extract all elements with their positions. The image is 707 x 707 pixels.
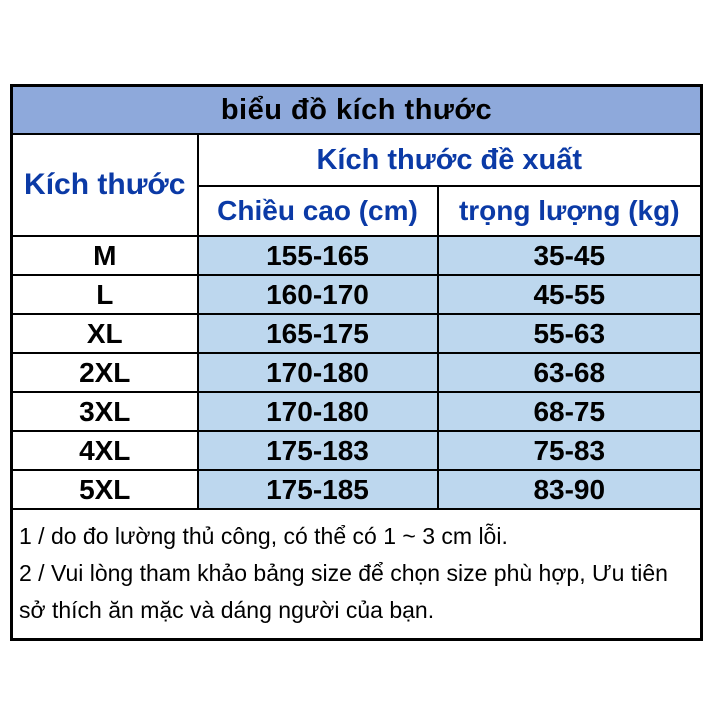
weight-value: 63-68 bbox=[436, 352, 703, 393]
size-label: 3XL bbox=[10, 391, 199, 432]
table-row-4xl: 4XL 175-183 75-83 bbox=[10, 430, 703, 471]
table-row-xl: XL 165-175 55-63 bbox=[10, 313, 703, 354]
size-label: XL bbox=[10, 313, 199, 354]
size-column-header: Kích thước bbox=[10, 133, 199, 237]
size-label: M bbox=[10, 235, 199, 276]
weight-value: 83-90 bbox=[436, 469, 703, 510]
weight-value: 68-75 bbox=[436, 391, 703, 432]
chart-title: biểu đồ kích thước bbox=[10, 84, 703, 135]
height-value: 160-170 bbox=[196, 274, 439, 315]
size-chart-table: biểu đồ kích thước Kích thước Kích thước… bbox=[10, 84, 703, 642]
weight-column-header: trọng lượng (kg) bbox=[436, 185, 703, 237]
height-value: 165-175 bbox=[196, 313, 439, 354]
size-label: 4XL bbox=[10, 430, 199, 471]
sub-header-row: Chiều cao (cm) trọng lượng (kg) bbox=[12, 185, 703, 237]
notes-row: 1 / do đo lường thủ công, có thể có 1 ~ … bbox=[10, 508, 703, 641]
title-row: biểu đồ kích thước bbox=[10, 84, 703, 135]
table-row-5xl: 5XL 175-185 83-90 bbox=[10, 469, 703, 510]
height-column-header: Chiều cao (cm) bbox=[196, 185, 439, 237]
table-row-l: L 160-170 45-55 bbox=[10, 274, 703, 315]
notes-cell: 1 / do đo lường thủ công, có thể có 1 ~ … bbox=[10, 508, 703, 641]
group-header-row: Kích thước Kích thước đề xuất bbox=[10, 133, 703, 237]
note-2: 2 / Vui lòng tham khảo bảng size để chọn… bbox=[19, 559, 668, 623]
height-value: 170-180 bbox=[196, 391, 439, 432]
suggested-size-group-header: Kích thước đề xuất bbox=[196, 133, 703, 187]
weight-value: 75-83 bbox=[436, 430, 703, 471]
size-label: L bbox=[10, 274, 199, 315]
height-value: 170-180 bbox=[196, 352, 439, 393]
size-label: 5XL bbox=[10, 469, 199, 510]
weight-value: 55-63 bbox=[436, 313, 703, 354]
height-value: 175-183 bbox=[196, 430, 439, 471]
size-label: 2XL bbox=[10, 352, 199, 393]
table-row-m: M 155-165 35-45 bbox=[10, 235, 703, 276]
weight-value: 35-45 bbox=[436, 235, 703, 276]
height-value: 175-185 bbox=[196, 469, 439, 510]
weight-value: 45-55 bbox=[436, 274, 703, 315]
table-row-3xl: 3XL 170-180 68-75 bbox=[10, 391, 703, 432]
table-row-2xl: 2XL 170-180 63-68 bbox=[10, 352, 703, 393]
note-1: 1 / do đo lường thủ công, có thể có 1 ~ … bbox=[19, 523, 508, 549]
height-value: 155-165 bbox=[196, 235, 439, 276]
